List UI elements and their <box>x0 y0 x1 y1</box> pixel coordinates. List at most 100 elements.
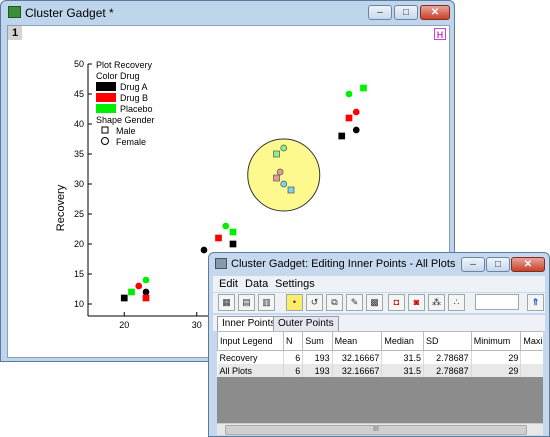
worksheet-icon[interactable]: ▤ <box>238 294 255 311</box>
legend-shape <box>101 126 109 134</box>
y-axis-title: Recovery <box>55 184 67 231</box>
table-header-row: Input Legend N Sum Mean Median SD Minimu… <box>217 331 543 351</box>
page-number[interactable]: 1 <box>8 26 22 40</box>
data-point-circle <box>142 288 150 296</box>
h-badge-icon[interactable]: H <box>434 28 446 40</box>
data-point-circle <box>280 180 288 188</box>
data-point-square <box>338 132 346 140</box>
y-tick-label: 50 <box>74 59 84 69</box>
data-point-circle <box>222 222 230 230</box>
data-point-circle <box>276 168 284 176</box>
table-cell[interactable]: 2.78687 <box>423 364 472 377</box>
column-header[interactable]: SD <box>423 331 472 351</box>
y-tick-label: 10 <box>74 299 84 309</box>
legend-label: Drug A <box>120 82 148 92</box>
dialog-close-button[interactable]: ✕ <box>511 257 545 272</box>
column-header[interactable]: N <box>282 331 304 351</box>
toolbar-input[interactable] <box>475 294 519 310</box>
tab-inner-points[interactable]: Inner Points <box>217 316 281 331</box>
app-icon <box>8 6 21 18</box>
dialog-minimize-button[interactable]: – <box>461 257 485 272</box>
cluster-icon[interactable]: ⁂ <box>428 294 445 311</box>
unmask-icon[interactable]: ◙ <box>408 294 425 311</box>
dialog-tabs: Inner Points Outer Points <box>213 315 545 331</box>
column-header[interactable]: Mean <box>331 331 383 351</box>
table-cell[interactable]: 32.16667 <box>332 350 383 364</box>
color-icon[interactable]: ▩ <box>366 294 383 311</box>
menu-settings[interactable]: Settings <box>275 278 315 290</box>
horizontal-scrollbar[interactable]: III <box>217 423 543 435</box>
table-cell[interactable]: 2.78687 <box>423 350 472 364</box>
legend-label: Drug B <box>120 93 148 103</box>
table-cell[interactable]: Recovery <box>217 350 284 364</box>
copy-icon[interactable]: ⧉ <box>326 294 343 311</box>
data-point-square <box>120 294 128 302</box>
table-cell[interactable]: 31.5 <box>381 364 424 377</box>
y-tick-label: 45 <box>74 89 84 99</box>
menu-data[interactable]: Data <box>245 278 269 290</box>
legend-swatch <box>96 93 116 102</box>
column-header[interactable]: Input Legend <box>217 331 284 351</box>
table-cell[interactable]: 31.5 <box>381 350 424 364</box>
column-header[interactable]: Minimum <box>470 331 522 351</box>
data-point-circle <box>345 90 353 98</box>
main-titlebar[interactable]: Cluster Gadget * – □ ✕ <box>1 1 454 23</box>
x-tick-label: 30 <box>192 320 202 330</box>
data-point-square <box>287 186 295 194</box>
legend-label: Male <box>116 126 136 136</box>
dialog-titlebar[interactable]: Cluster Gadget: Editing Inner Points - A… <box>209 253 549 275</box>
highlight-icon[interactable]: • <box>286 294 303 311</box>
column-header[interactable]: Median <box>381 331 424 351</box>
legend-label: Placebo <box>120 104 153 114</box>
data-point-circle <box>280 144 288 152</box>
scrollbar-thumb[interactable]: III <box>225 425 527 435</box>
table-row[interactable]: Recovery 6 193 32.16667 31.5 2.78687 29 <box>217 350 543 364</box>
dialog-maximize-button[interactable]: □ <box>486 257 510 272</box>
table-cell[interactable]: 193 <box>302 364 333 377</box>
minimize-button[interactable]: – <box>368 5 392 20</box>
undo-icon[interactable]: ↺ <box>306 294 323 311</box>
tab-outer-points[interactable]: Outer Points <box>273 316 339 331</box>
table-cell[interactable] <box>520 350 543 364</box>
legend-title: Shape Gender <box>96 115 155 125</box>
table-cell[interactable]: 6 <box>283 364 304 377</box>
menu-edit[interactable]: Edit <box>219 278 238 290</box>
table-cell[interactable]: 29 <box>471 364 522 377</box>
dialog-title: Cluster Gadget: Editing Inner Points - A… <box>231 258 456 270</box>
table-cell[interactable] <box>520 364 543 377</box>
data-point-square <box>273 150 280 158</box>
data-point-square <box>215 234 222 242</box>
expand-button[interactable]: ⇑ <box>527 294 544 311</box>
data-point-square <box>360 84 367 92</box>
editing-inner-points-dialog: Cluster Gadget: Editing Inner Points - A… <box>208 252 550 437</box>
y-tick-label: 15 <box>74 269 84 279</box>
data-point-square <box>229 228 237 236</box>
statistics-icon[interactable]: ▥ <box>258 294 275 311</box>
legend-title: Color Drug <box>96 71 140 81</box>
table-cell[interactable]: 193 <box>302 350 333 364</box>
statistics-table: Input Legend N Sum Mean Median SD Minimu… <box>217 331 543 423</box>
legend-swatch <box>96 82 116 91</box>
table-cell[interactable]: 29 <box>471 350 522 364</box>
legend-swatch <box>96 104 116 113</box>
mask-icon[interactable]: ◘ <box>388 294 405 311</box>
legend-title: Plot Recovery <box>96 60 153 70</box>
table-cell[interactable]: 32.16667 <box>332 364 383 377</box>
pen-icon[interactable]: ✎ <box>346 294 363 311</box>
table-cell[interactable]: All Plots <box>217 364 284 377</box>
legend-shape <box>101 137 109 145</box>
data-point-circle <box>200 246 208 254</box>
data-point-circle <box>135 282 143 290</box>
table-icon[interactable]: ▦ <box>218 294 235 311</box>
dialog-toolbar: ▦ ▤ ▥ • ↺ ⧉ ✎ ▩ ◘ ◙ ⁂ ∴ ⇑ <box>213 293 545 313</box>
table-row[interactable]: All Plots 6 193 32.16667 31.5 2.78687 29 <box>217 364 543 377</box>
scatter-chart[interactable]: 10 15 20 25 30 35 40 45 50 20 30 Recovery Plot Recov… <box>8 26 449 357</box>
column-header[interactable]: Maxim <box>520 331 543 351</box>
column-header[interactable]: Sum <box>302 331 333 351</box>
data-point-circle <box>142 276 150 284</box>
scatter-icon[interactable]: ∴ <box>448 294 465 311</box>
close-button[interactable]: ✕ <box>420 5 450 20</box>
maximize-button[interactable]: □ <box>394 5 418 20</box>
table-cell[interactable]: 6 <box>283 350 304 364</box>
x-tick-label: 20 <box>119 320 129 330</box>
